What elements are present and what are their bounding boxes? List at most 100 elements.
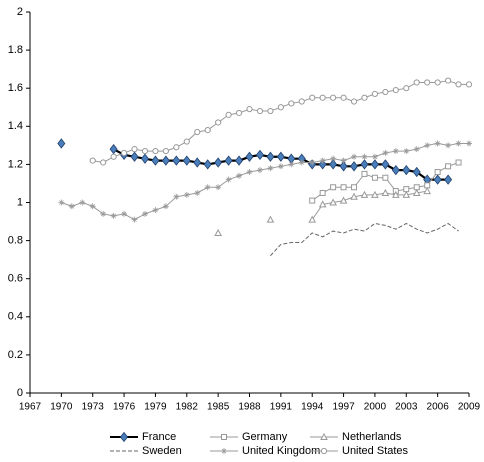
point-marker (433, 174, 442, 185)
legend-item: Germany (210, 431, 288, 443)
series-line (61, 142, 469, 221)
point-marker (319, 157, 326, 164)
point-marker (412, 166, 421, 178)
point-marker (245, 151, 254, 162)
y-tick-label: 1.2 (8, 158, 23, 170)
point-marker (100, 210, 107, 217)
point-marker (194, 189, 201, 196)
point-marker (215, 184, 222, 191)
legend-label: Sweden (142, 445, 182, 457)
x-tick-label: 1988 (238, 402, 261, 413)
point-marker (235, 155, 244, 166)
legend-label: United States (342, 445, 409, 457)
point-marker (288, 100, 295, 107)
point-marker (350, 98, 358, 105)
point-marker (162, 147, 169, 155)
point-marker (68, 203, 75, 210)
point-marker (204, 127, 211, 134)
point-marker (173, 144, 180, 151)
point-marker (339, 161, 348, 172)
point-marker (277, 104, 284, 111)
point-marker (246, 106, 253, 113)
x-tick-label: 2009 (458, 402, 481, 413)
point-marker (381, 188, 390, 196)
point-marker (351, 153, 358, 160)
point-marker (309, 159, 316, 166)
y-tick-label: 1.8 (8, 44, 23, 56)
point-marker (225, 111, 232, 118)
point-marker (319, 189, 326, 196)
point-marker (391, 164, 400, 176)
y-tick-label: 0.4 (8, 311, 23, 323)
point-marker (382, 88, 389, 96)
x-tick-label: 1994 (301, 402, 324, 413)
legend-marker (320, 432, 328, 440)
point-marker (152, 147, 159, 155)
point-marker (455, 81, 462, 88)
point-marker (340, 157, 347, 164)
point-marker (360, 159, 369, 170)
point-marker (130, 151, 139, 162)
legend: France Germany Netherlands Sweden United Kin… (110, 431, 409, 457)
y-tick-label: 0 (17, 387, 23, 399)
x-tick-label: 2006 (427, 402, 450, 413)
point-marker (214, 157, 223, 168)
point-marker (413, 79, 420, 86)
point-marker (173, 193, 180, 200)
point-marker (361, 170, 368, 177)
point-marker (403, 148, 410, 155)
y-tick-label: 0.2 (8, 349, 23, 361)
point-marker (110, 153, 117, 160)
point-marker (318, 200, 327, 208)
point-marker (402, 190, 411, 198)
point-marker (391, 190, 400, 198)
point-marker (444, 77, 452, 84)
legend-marker (221, 434, 227, 440)
point-marker (298, 159, 305, 166)
point-marker (403, 85, 410, 92)
point-marker (120, 149, 128, 157)
point-marker (381, 159, 390, 170)
point-marker (361, 153, 368, 160)
point-marker (183, 191, 190, 198)
x-tick-label: 1973 (82, 402, 105, 413)
point-marker (288, 161, 295, 168)
x-tick-label: 1991 (270, 402, 293, 413)
x-tick-label: 1976 (113, 402, 136, 413)
point-marker (58, 199, 65, 206)
point-marker (350, 192, 358, 200)
point-marker (424, 79, 431, 86)
point-marker (141, 210, 148, 217)
y-tick-label: 1.4 (8, 120, 23, 132)
point-marker (360, 190, 369, 198)
point-marker (402, 164, 411, 176)
point-marker (371, 153, 378, 160)
point-marker (351, 184, 358, 191)
point-marker (371, 90, 379, 98)
point-marker (183, 138, 190, 145)
point-marker (382, 149, 389, 156)
point-marker (141, 147, 149, 155)
legend-item: France (110, 431, 176, 443)
x-tick-label: 1997 (332, 402, 355, 413)
point-marker (215, 119, 222, 126)
legend-marker (119, 431, 129, 443)
series-line (270, 222, 459, 257)
point-marker (266, 215, 275, 223)
point-marker (330, 94, 337, 101)
point-marker (361, 94, 368, 101)
legend-item: Sweden (110, 445, 182, 457)
point-marker (330, 184, 337, 191)
point-marker (152, 207, 159, 214)
point-marker (445, 142, 452, 149)
point-marker (194, 128, 201, 136)
point-marker (204, 184, 211, 191)
legend-item: United States (310, 445, 409, 457)
x-tick-label: 1970 (50, 402, 73, 413)
point-marker (256, 107, 264, 115)
point-marker (434, 79, 441, 86)
point-marker (140, 153, 149, 164)
point-marker (465, 81, 473, 88)
point-marker (455, 159, 462, 166)
